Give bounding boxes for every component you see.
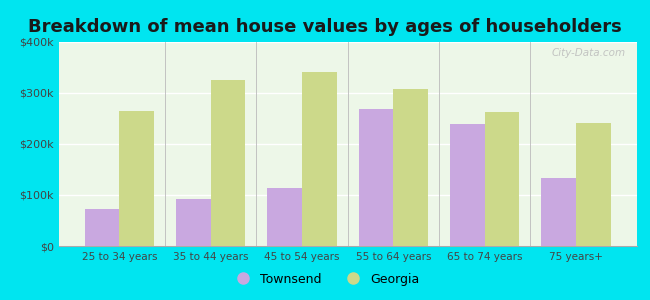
Text: City-Data.com: City-Data.com <box>551 48 625 58</box>
Legend: Townsend, Georgia: Townsend, Georgia <box>226 268 424 291</box>
Bar <box>302 72 337 246</box>
Bar <box>450 124 485 246</box>
Bar <box>576 123 611 246</box>
Bar <box>120 111 154 246</box>
Bar <box>176 199 211 246</box>
Bar <box>267 188 302 246</box>
Text: Breakdown of mean house values by ages of householders: Breakdown of mean house values by ages o… <box>28 18 622 36</box>
Bar <box>485 112 519 246</box>
Bar <box>541 178 576 246</box>
Bar <box>84 209 120 246</box>
Bar <box>393 89 428 246</box>
Bar <box>211 80 246 246</box>
Bar <box>359 109 393 246</box>
